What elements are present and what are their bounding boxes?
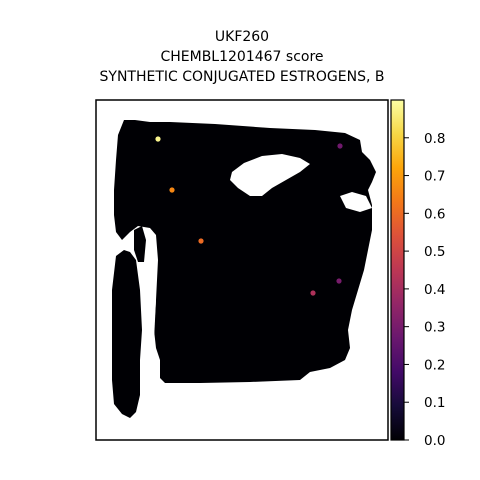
title-line-3: SYNTHETIC CONJUGATED ESTROGENS, B [100,69,385,85]
colorbar-ticks: 0.0 0.1 0.2 0.3 0.4 0.5 0.6 0.7 0.8 [404,131,445,449]
tissue-main-shape [114,120,376,383]
colorbar-tick-label: 0.0 [424,433,445,449]
highlighted-spot [337,143,343,149]
colorbar-tick-label: 0.2 [424,357,445,373]
tissue-left-bridge [134,226,146,262]
highlighted-spot [198,238,204,244]
tissue-right-gap [340,192,372,212]
tissue-hole [230,154,310,196]
tissue-left-strip [112,250,142,418]
title-line-2: CHEMBL1201467 score [160,49,323,65]
colorbar-frame [390,99,405,441]
plot-frame [95,99,389,441]
highlighted-spot [336,278,342,284]
tissue-spots [112,120,376,418]
highlighted-spot [310,290,316,296]
highlighted-spots [155,136,343,296]
colorbar-tick-label: 0.1 [424,395,445,411]
colorbar-tick-label: 0.4 [424,282,445,298]
colorbar: 0.0 0.1 0.2 0.3 0.4 0.5 0.6 0.7 0.8 [390,99,445,449]
colorbar-tick-label: 0.6 [424,206,445,222]
chart-title: UKF260 CHEMBL1201467 score SYNTHETIC CON… [100,29,385,85]
colorbar-tick-label: 0.5 [424,244,445,260]
title-line-1: UKF260 [215,29,269,45]
colorbar-tick-label: 0.3 [424,320,445,336]
colorbar-tick-label: 0.8 [424,131,445,147]
colorbar-gradient [391,100,404,440]
colorbar-tick-label: 0.7 [424,169,445,185]
highlighted-spot [155,136,161,142]
plot-area [95,99,389,441]
tissue-vertical-gap [146,236,156,380]
highlighted-spot [169,187,175,193]
